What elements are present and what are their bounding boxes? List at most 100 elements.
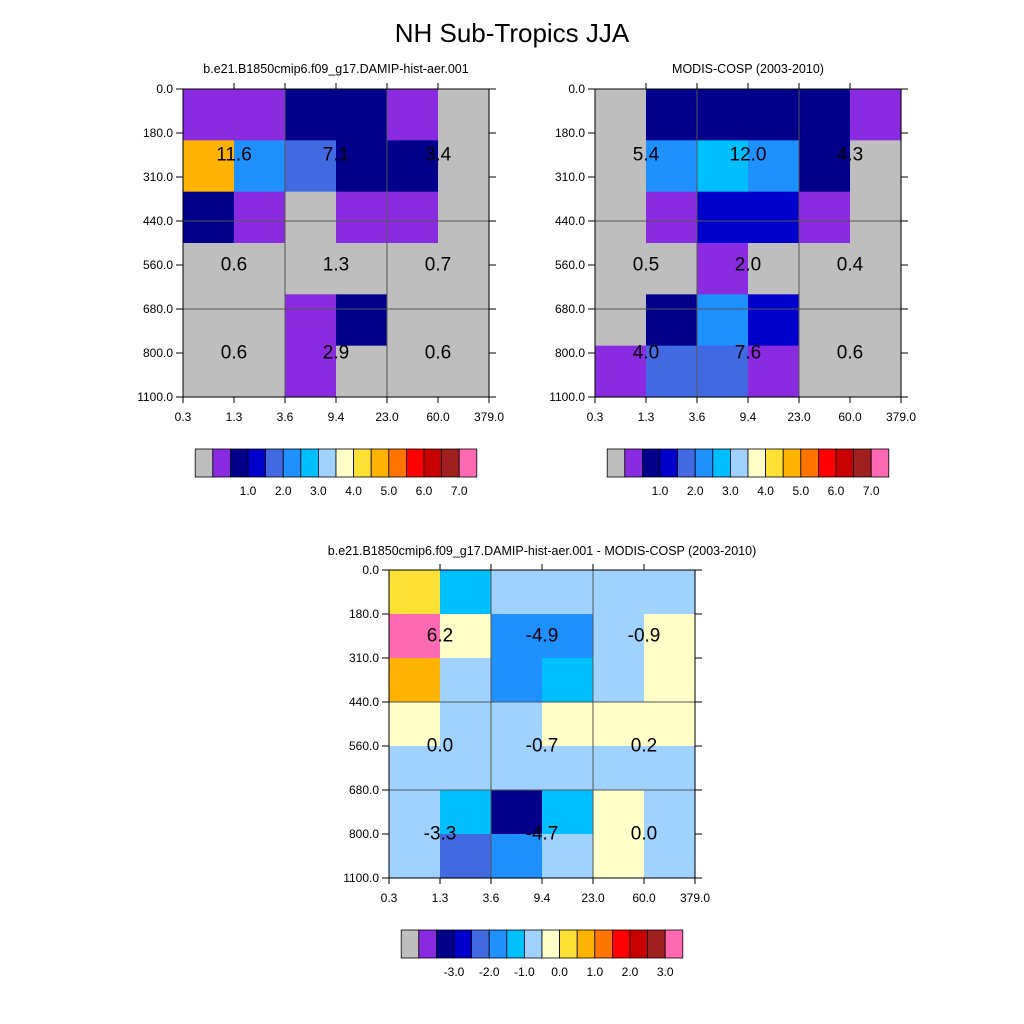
x-tick-label: 1.3 — [226, 410, 243, 424]
colorbar-label: 7.0 — [863, 484, 880, 498]
heatmap-cell — [389, 746, 441, 791]
heatmap-cell — [336, 294, 388, 347]
colorbar-label: 0.0 — [551, 965, 568, 979]
colorbar-swatch — [265, 448, 284, 478]
heatmap-cell — [850, 89, 902, 141]
heatmap-cell — [850, 140, 902, 193]
colorbar-swatch — [612, 929, 631, 959]
x-tick-label: 60.0 — [426, 410, 450, 424]
y-tick-label: 180.0 — [555, 126, 585, 140]
y-tick-label: 440.0 — [555, 214, 585, 228]
heatmap-cell — [285, 294, 337, 347]
heatmap-cell — [183, 89, 235, 141]
heatmap-cell — [183, 345, 235, 398]
heatmap-cell — [799, 294, 851, 347]
heatmap-cell — [593, 790, 645, 835]
heatmap-cell — [748, 191, 800, 244]
colorbar-swatch — [441, 448, 460, 478]
heatmap-cell — [389, 702, 441, 747]
heatmap-cell — [491, 658, 543, 703]
heatmap-cell — [440, 834, 492, 879]
heatmap-cell — [644, 790, 696, 835]
cell-value-label: 0.6 — [221, 343, 247, 364]
heatmap-cell — [336, 89, 388, 141]
colorbar-label: 3.0 — [310, 484, 327, 498]
colorbar-swatch — [370, 448, 390, 478]
heatmap-cell — [389, 658, 441, 703]
heatmap-cell — [644, 746, 696, 791]
y-tick-label: 180.0 — [143, 126, 173, 140]
heatmap-cell — [234, 345, 286, 398]
y-tick-label: 310.0 — [555, 170, 585, 184]
heatmap-cell — [593, 570, 645, 615]
heatmap-cell — [440, 746, 492, 791]
panel-title: MODIS-COSP (2003-2010) — [672, 62, 824, 76]
cell-value-label: 3.4 — [425, 145, 452, 166]
x-tick-label: 3.6 — [483, 891, 500, 905]
heatmap-cell — [491, 702, 543, 747]
cell-value-label: -0.7 — [526, 736, 559, 757]
colorbar-swatch — [405, 448, 425, 478]
heatmap-cell — [234, 294, 286, 347]
heatmap-cell — [491, 614, 543, 659]
heatmap-cell — [285, 345, 337, 398]
heatmap-cell — [748, 89, 800, 141]
colorbar-swatch — [488, 929, 508, 959]
y-tick-label: 680.0 — [349, 783, 379, 797]
colorbar-swatch — [747, 448, 767, 478]
cell-value-label: 0.5 — [633, 255, 659, 276]
heatmap-cell — [438, 191, 490, 244]
heatmap-cell — [389, 834, 441, 879]
x-tick-label: 379.0 — [886, 410, 916, 424]
heatmap-cell — [593, 658, 645, 703]
colorbar-label: 1.0 — [240, 484, 257, 498]
cell-value-label: 2.9 — [323, 343, 349, 364]
heatmap-cell — [850, 294, 902, 347]
y-tick-label: 800.0 — [349, 827, 379, 841]
y-tick-label: 680.0 — [143, 302, 173, 316]
model-panel: b.e21.B1850cmip6.f09_g17.DAMIP-hist-aer.… — [137, 62, 504, 498]
colorbar-swatch — [629, 929, 649, 959]
heatmap-cell — [850, 191, 902, 244]
heatmap-cell — [595, 243, 647, 295]
heatmap-cell — [542, 658, 594, 703]
cell-value-label: 0.4 — [837, 255, 864, 276]
heatmap-cell — [697, 345, 749, 398]
heatmap-cell — [748, 345, 800, 398]
heatmap-cell — [440, 570, 492, 615]
heatmap-cell — [389, 614, 441, 659]
colorbar-swatch — [782, 448, 802, 478]
colorbar-label: 7.0 — [451, 484, 468, 498]
colorbar-label: 5.0 — [380, 484, 397, 498]
colorbar-label: 6.0 — [416, 484, 433, 498]
colorbar-swatch — [677, 448, 696, 478]
colorbar-swatch — [853, 448, 872, 478]
cell-value-label: 0.6 — [221, 255, 247, 276]
x-tick-label: 379.0 — [474, 410, 504, 424]
cell-value-label: 7.6 — [735, 343, 761, 364]
heatmap-cell — [387, 140, 439, 193]
heatmap-cell — [697, 140, 749, 193]
x-tick-label: 60.0 — [838, 410, 862, 424]
x-tick-label: 0.3 — [175, 410, 192, 424]
heatmap-cell — [644, 834, 696, 879]
y-tick-label: 1100.0 — [137, 390, 173, 404]
colorbar-label: 2.0 — [275, 484, 292, 498]
y-tick-label: 800.0 — [143, 346, 173, 360]
heatmap-cell — [234, 140, 286, 193]
y-tick-label: 1100.0 — [549, 390, 585, 404]
heatmap-cell — [438, 243, 490, 295]
colorbar-swatch — [576, 929, 596, 959]
colorbar-swatch — [624, 448, 643, 478]
colorbar: -3.0 -2.0 -1.0 0.0 1.0 2.0 3.0 — [400, 929, 684, 979]
cell-value-label: -4.9 — [526, 626, 559, 647]
heatmap-cell — [336, 345, 388, 398]
heatmap-cell — [542, 746, 594, 791]
colorbar-swatch — [453, 929, 473, 959]
y-tick-label: 440.0 — [349, 695, 379, 709]
colorbar-label: 5.0 — [792, 484, 809, 498]
colorbar-swatch — [229, 448, 249, 478]
cell-value-label: 6.2 — [427, 626, 453, 647]
heatmap-cell — [595, 345, 647, 398]
